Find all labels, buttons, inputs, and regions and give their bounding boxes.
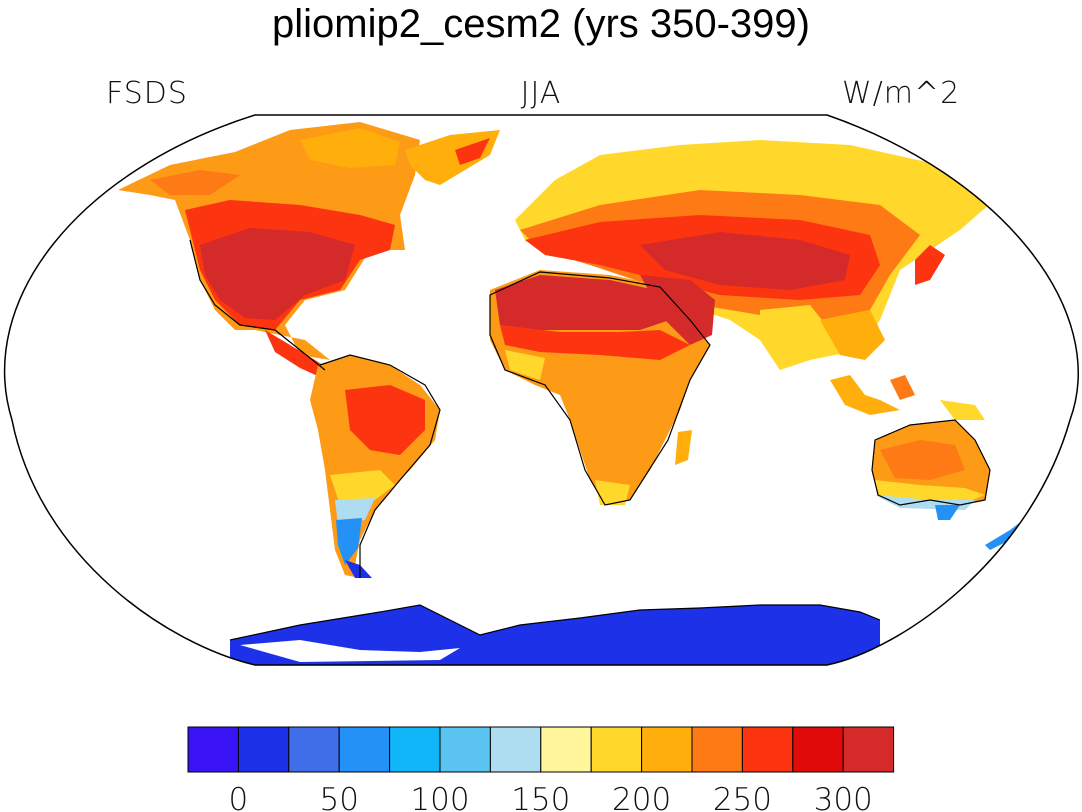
variable-label: FSDS [106,76,188,111]
colorbar-tick-label: 250 [713,782,772,812]
plot-title: pliomip2_cesm2 (yrs 350-399) [271,2,810,46]
colorbar-tick-label: 50 [319,782,358,812]
south-america-landmass [310,355,440,578]
colorbar-swatch [590,726,643,773]
colorbar-tick-label: 0 [229,782,249,812]
colorbar-swatch [439,726,491,773]
antarctica-landmass [230,605,880,665]
colorbar-swatch [792,726,844,773]
colorbar-swatch [741,726,794,773]
season-label: JJA [520,76,562,111]
colorbar-tick-label: 100 [410,782,469,812]
colorbar-tick-label: 300 [814,782,873,812]
colorbar-tick-label: 150 [511,782,570,812]
africa-landmass [490,270,715,505]
colorbar-swatch [237,726,290,773]
colorbar-swatch [540,726,592,773]
maritime-asia-landmass [830,375,985,420]
japan-landmass [915,245,945,285]
colorbar-swatch [489,726,542,773]
colorbar-swatch [842,726,895,773]
colorbar-swatch [389,726,441,773]
units-label: W/m^2 [842,76,961,111]
colorbar-swatch [338,726,391,773]
north-america-landmass [118,122,420,378]
colorbar-swatch [187,726,239,773]
colorbar-swatch [641,726,693,773]
colorbar-swatch [288,726,340,773]
eurasia-landmass [515,140,1000,370]
colorbar-swatch [691,726,743,773]
globe-outline [3,114,1079,666]
coastlines [189,239,991,641]
colorbar-tick-label: 200 [612,782,671,812]
